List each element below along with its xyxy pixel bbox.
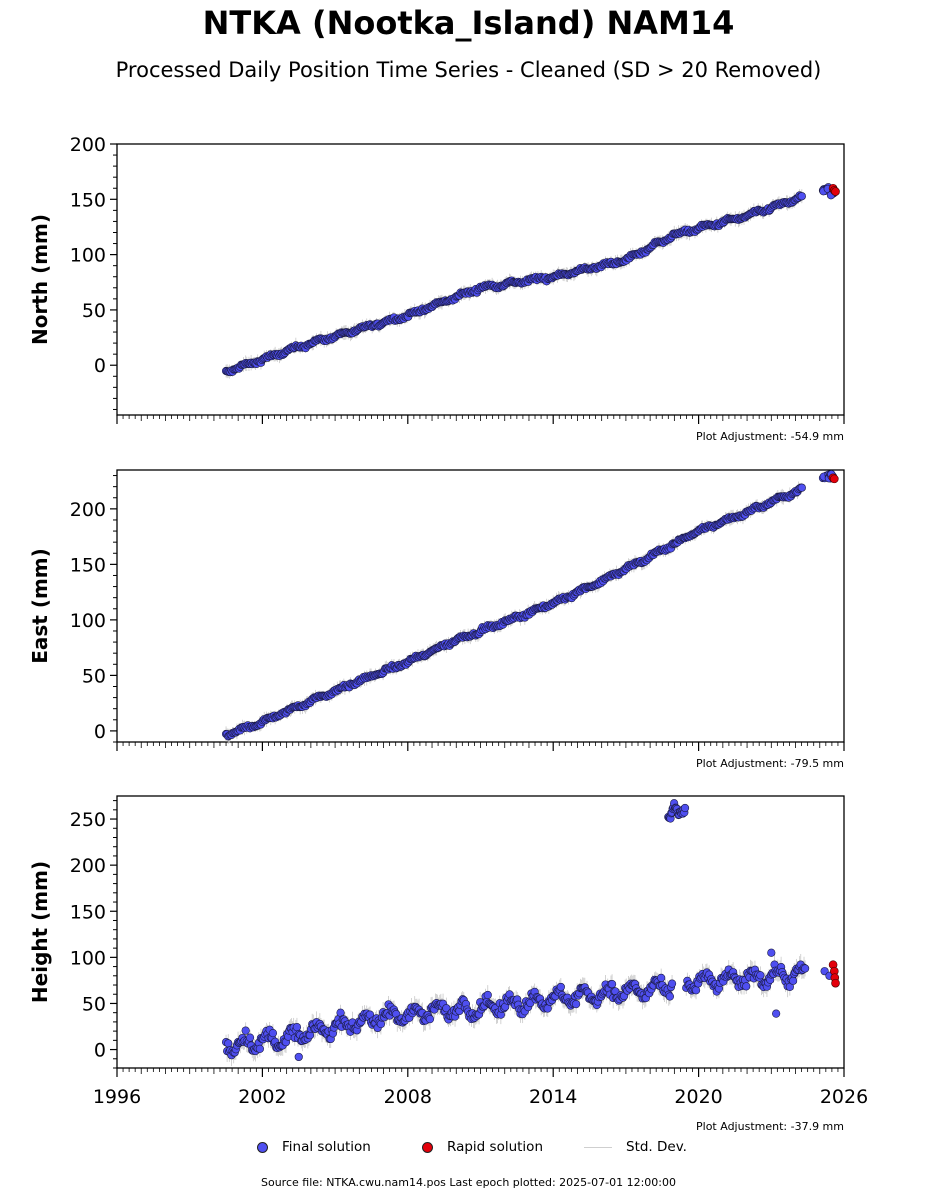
legend-std-marker xyxy=(584,1146,612,1148)
chart-subtitle: Processed Daily Position Time Series - C… xyxy=(115,58,822,82)
final-point xyxy=(665,992,674,1001)
y-tick-label-north: 50 xyxy=(82,300,106,322)
y-tick-label-east: 50 xyxy=(82,665,106,687)
final-point xyxy=(294,1052,303,1062)
final-point xyxy=(691,986,701,995)
plot-frame-east xyxy=(116,469,845,743)
final-point xyxy=(797,192,806,201)
panel-east: East (mm) 0 50 100 150 200 Plot Adjustment: -7… xyxy=(28,469,845,770)
y-tick-label-east: 200 xyxy=(70,499,106,521)
final-point xyxy=(742,982,751,991)
rapid-points-north xyxy=(828,183,840,196)
y-tick-label-north: 0 xyxy=(94,355,106,377)
rapid-points-east xyxy=(828,473,839,484)
rapid-point xyxy=(831,187,840,196)
chart-title: NTKA (Nootka_Island) NAM14 xyxy=(202,4,735,42)
final-point xyxy=(483,990,492,1000)
legend-final-label: Final solution xyxy=(282,1139,371,1155)
legend: Final solution Rapid solution Std. Dev. xyxy=(0,1136,937,1158)
final-point xyxy=(801,964,810,973)
final-point xyxy=(556,982,565,992)
final-points-north xyxy=(221,183,838,377)
y-tick-label-height: 200 xyxy=(70,855,106,877)
legend-rapid-marker xyxy=(422,1141,433,1153)
final-point xyxy=(425,1014,435,1024)
plot-adjustment-east: Plot Adjustment: -79.5 mm xyxy=(696,757,844,770)
final-point xyxy=(767,948,776,957)
final-points-height xyxy=(221,799,834,1062)
final-point xyxy=(789,976,798,985)
rapid-points-height xyxy=(828,960,840,988)
final-point xyxy=(572,1000,581,1009)
final-point xyxy=(255,1044,264,1053)
final-point xyxy=(772,1009,781,1018)
final-point xyxy=(680,803,690,813)
y-axis-label-east: East (mm) xyxy=(28,548,52,664)
x-tick-label: 2020 xyxy=(674,1086,722,1108)
final-point xyxy=(241,1026,250,1035)
source-note: Source file: NTKA.cwu.nam14.pos Last epo… xyxy=(261,1176,676,1189)
y-tick-label-north: 100 xyxy=(70,245,106,267)
final-point xyxy=(292,1023,302,1032)
y-tick-label-height: 50 xyxy=(82,993,106,1015)
plot-adjustment-height: Plot Adjustment: -37.9 mm xyxy=(696,1120,844,1133)
y-tick-label-height: 100 xyxy=(70,947,106,969)
legend-item-final: Final solution xyxy=(257,1136,371,1158)
final-point xyxy=(245,1033,255,1042)
y-axis-label-north: North (mm) xyxy=(28,214,52,345)
final-point xyxy=(797,483,806,492)
final-point xyxy=(224,1039,233,1048)
final-point xyxy=(442,1004,451,1013)
final-points-east xyxy=(221,470,838,741)
legend-item-std: Std. Dev. xyxy=(584,1136,687,1158)
y-axis-label-height: Height (mm) xyxy=(28,861,52,1003)
y-tick-label-east: 0 xyxy=(94,721,106,743)
legend-final-marker xyxy=(257,1141,268,1153)
rapid-point xyxy=(831,978,840,988)
x-tick-label: 2002 xyxy=(238,1086,286,1108)
panel-north: North (mm) 0 50 100 150 200 Plot Adjustment: -… xyxy=(28,134,845,443)
x-tick-label: 1996 xyxy=(93,1086,141,1108)
final-point xyxy=(268,1029,278,1038)
plot-adjustment-north: Plot Adjustment: -54.9 mm xyxy=(696,430,844,443)
y-tick-label-north: 150 xyxy=(70,189,106,211)
y-tick-label-north: 200 xyxy=(70,134,106,156)
panel-height: Height (mm) 0 50 100 150 200 250 1996 2002 2008 20… xyxy=(28,795,868,1133)
final-point xyxy=(756,971,765,980)
x-tick-label: 2026 xyxy=(820,1086,868,1108)
x-tick-label: 2014 xyxy=(529,1086,577,1108)
legend-rapid-label: Rapid solution xyxy=(447,1139,543,1155)
y-tick-label-east: 150 xyxy=(70,554,106,576)
plot-frame-height xyxy=(116,795,845,1069)
rapid-point xyxy=(830,474,839,484)
legend-std-label: Std. Dev. xyxy=(626,1139,687,1155)
x-tick-label: 2008 xyxy=(384,1086,432,1108)
y-tick-label-east: 100 xyxy=(70,610,106,632)
legend-item-rapid: Rapid solution xyxy=(422,1136,543,1158)
y-tick-label-height: 250 xyxy=(70,809,106,831)
y-tick-label-height: 150 xyxy=(70,901,106,923)
final-point xyxy=(667,979,677,988)
final-point xyxy=(657,973,666,982)
final-point xyxy=(607,979,617,989)
y-tick-label-height: 0 xyxy=(94,1040,106,1062)
